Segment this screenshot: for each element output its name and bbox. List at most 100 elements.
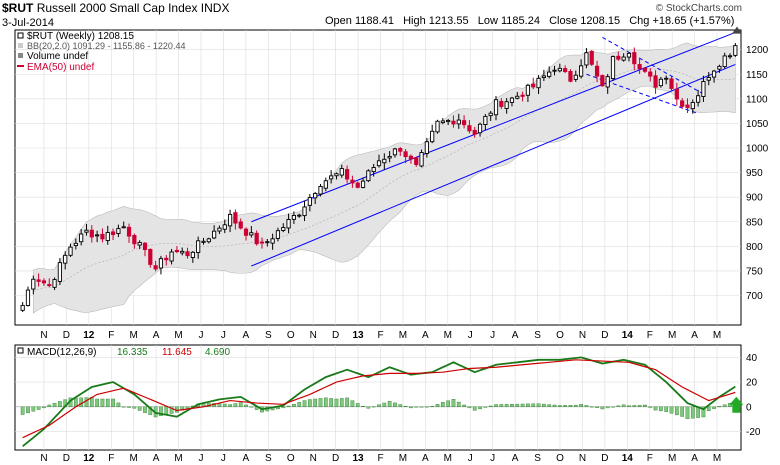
time-tick-label: M (174, 330, 182, 341)
low-value: 1185.24 (500, 15, 540, 27)
histogram-bar (20, 406, 25, 415)
histogram-bar (323, 397, 328, 407)
candle-body (446, 120, 451, 123)
time-tick-label: S (534, 453, 541, 464)
candle-body (515, 95, 520, 99)
candle-body (658, 78, 663, 87)
histogram-bar (105, 398, 110, 407)
histogram-bar (292, 404, 296, 407)
candle-body (573, 74, 578, 80)
candle-body (185, 251, 190, 257)
candle-body (142, 242, 148, 250)
candle-body (552, 69, 557, 72)
signal-line (22, 359, 736, 439)
candle-body (206, 238, 211, 243)
candle-body (408, 155, 414, 160)
time-tick-label: A (243, 453, 250, 464)
histogram-bar (361, 406, 365, 407)
candle-body (153, 265, 158, 270)
candle-body (541, 75, 546, 79)
price-panel: 700 750 800 850 900 950 1000 1050 1100 1150 1200 N… (14, 29, 769, 341)
histogram-bar (137, 406, 142, 411)
histogram-bar (621, 404, 626, 407)
histogram-bar (95, 398, 99, 407)
candle-body (105, 232, 110, 241)
candle-body (642, 67, 648, 72)
time-tick-label: F (108, 330, 114, 341)
histogram-bar (494, 404, 498, 407)
histogram-bar (47, 404, 52, 407)
chart-date: 3-Jul-2014 (2, 17, 54, 29)
candle-body (589, 50, 594, 65)
time-tick-label: F (108, 453, 114, 464)
time-tick-label: M (713, 453, 721, 464)
chg-value: +18.65 (+1.57%) (652, 15, 735, 27)
time-tick-label: F (647, 330, 653, 341)
histogram-bar (121, 406, 126, 408)
price-tick-label: 1050 (746, 119, 769, 130)
histogram-bar (84, 397, 89, 407)
price-axis: 700 750 800 850 900 950 1000 1050 1100 1150 1200 (746, 45, 769, 302)
candle-body (36, 279, 41, 282)
candle-body (563, 68, 568, 73)
histogram-bar (717, 406, 722, 408)
histogram-bar (398, 404, 403, 407)
time-tick-label: 14 (622, 453, 634, 464)
time-tick-label: D (63, 453, 70, 464)
time-tick-label: 12 (83, 330, 95, 341)
candle-body (126, 226, 132, 237)
candle-body (733, 45, 738, 56)
histogram-bar (478, 406, 482, 410)
time-tick-label: A (422, 453, 429, 464)
candle-body (488, 112, 493, 117)
histogram-bar (100, 398, 105, 407)
exchange: INDX (200, 1, 230, 15)
histogram-bar (456, 401, 461, 407)
histogram-bar (58, 401, 62, 407)
macd-axis: 40 20 0 -20 (746, 353, 761, 438)
histogram-bar (664, 406, 669, 412)
candle-body (600, 75, 605, 87)
symbol: $RUT (2, 1, 34, 15)
histogram-bar (520, 403, 525, 407)
candle-body (403, 151, 408, 158)
stockcharts-watermark: © StockCharts.com (656, 3, 742, 14)
candle-body (57, 262, 62, 282)
candle-body (291, 215, 297, 220)
histogram-bar (329, 398, 333, 407)
price-tick-label: 850 (746, 217, 763, 228)
time-tick-label: 14 (622, 330, 634, 341)
price-tick-label: 1100 (746, 94, 768, 105)
time-tick-label: O (287, 453, 295, 464)
histogram-bar (222, 403, 227, 407)
chart-header-title: $RUT Russell 2000 Small Cap Index INDX (2, 1, 229, 15)
candle-body (461, 120, 467, 126)
candle-body (414, 157, 419, 165)
time-tick-label: O (556, 453, 564, 464)
candle-body (110, 231, 116, 236)
legend-swatch-price (17, 32, 24, 39)
candle-body (616, 55, 621, 60)
histogram-bar (355, 403, 360, 407)
candle-body (632, 52, 637, 65)
time-tick-label: N (579, 453, 586, 464)
candle-body (95, 234, 100, 237)
candle-body (73, 242, 78, 247)
candle-body (594, 65, 600, 77)
price-tick-label: 900 (746, 193, 763, 204)
time-axis-bottom: N D 12 F M A M J J A S O N D 13 F M A M J J A S O N D 14 F M A M (40, 453, 721, 464)
candle-body (100, 233, 105, 240)
candle-body (424, 141, 429, 154)
time-tick-label: J (198, 453, 203, 464)
time-tick-label: M (130, 330, 138, 341)
time-tick-label: 12 (83, 453, 95, 464)
macd-legend-label: MACD(12,26,9) (27, 347, 96, 358)
candle-body (25, 289, 31, 306)
candle-body (509, 97, 515, 103)
candle-body (344, 169, 350, 180)
candle-body (275, 230, 281, 239)
candle-body (722, 55, 727, 68)
time-tick-label: N (310, 330, 317, 341)
histogram-bar (531, 403, 536, 407)
time-tick-label: D (332, 330, 339, 341)
